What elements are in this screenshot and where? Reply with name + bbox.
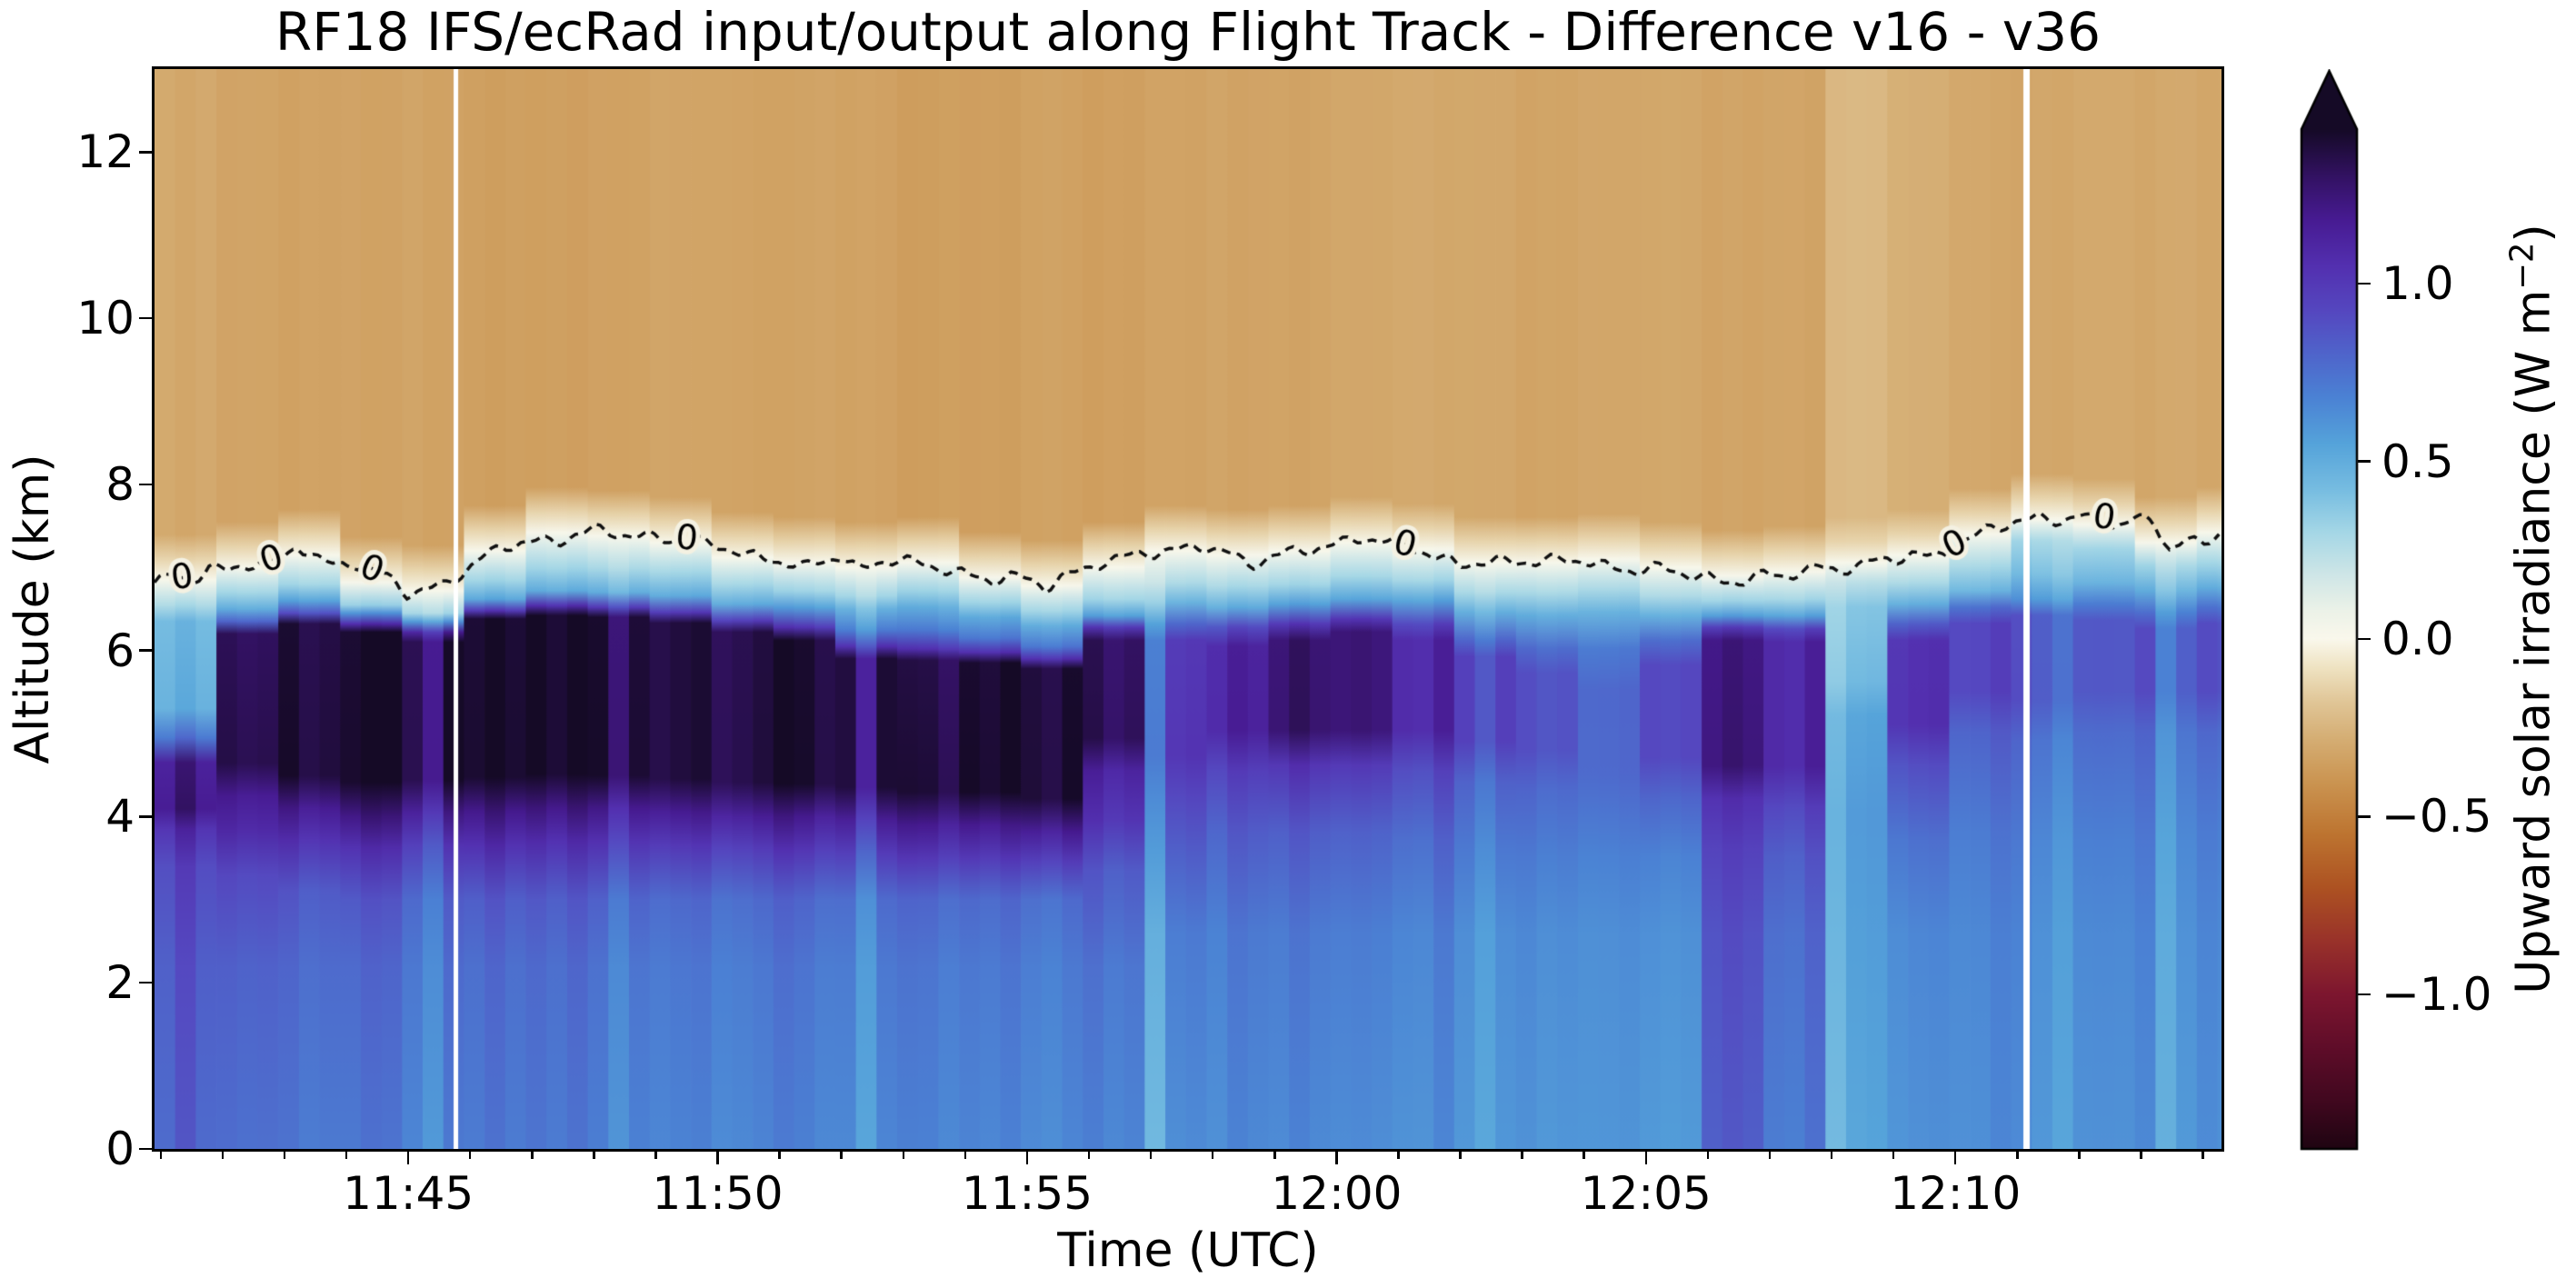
y-tick-label: 0 (105, 1123, 135, 1175)
x-minor-tick (468, 1152, 472, 1159)
x-minor-tick (1830, 1152, 1833, 1159)
x-minor-tick (1087, 1152, 1091, 1159)
colorbar-tick-label: −1.0 (2381, 967, 2492, 1021)
colorbar (2300, 69, 2359, 1151)
x-minor-tick (283, 1152, 286, 1159)
colorbar-tick-label: 1.0 (2381, 257, 2454, 311)
x-minor-tick (1459, 1152, 1462, 1159)
colorbar-tick (2358, 815, 2371, 818)
x-minor-tick (1706, 1152, 1710, 1159)
y-major-tick (139, 649, 152, 652)
x-minor-tick (593, 1152, 595, 1159)
y-tick-label: 12 (76, 125, 135, 179)
plot-frame (152, 66, 2224, 1152)
x-tick-label: 12:00 (1271, 1167, 1403, 1220)
x-major-tick (1025, 1152, 1029, 1164)
y-tick-label: 4 (105, 790, 135, 844)
x-minor-tick (2202, 1152, 2204, 1159)
colorbar-tick (2358, 637, 2371, 641)
x-tick-label: 12:10 (1890, 1167, 2022, 1220)
x-minor-tick (1583, 1152, 1585, 1159)
x-minor-tick (1892, 1152, 1895, 1159)
x-minor-tick (531, 1152, 534, 1159)
x-minor-tick (1521, 1152, 1523, 1159)
colorbar-tick (2358, 282, 2371, 285)
x-minor-tick (902, 1152, 905, 1159)
x-minor-tick (2016, 1152, 2019, 1159)
colorbar-label: Upward solar irradiance (W m−2) (2503, 224, 2561, 993)
colorbar-label-close: ) (2506, 224, 2561, 243)
x-major-tick (406, 1152, 410, 1164)
y-major-tick (139, 815, 152, 818)
colorbar-tick (2358, 460, 2371, 463)
x-minor-tick (1768, 1152, 1772, 1159)
colorbar-tick-label: −0.5 (2381, 790, 2492, 844)
y-major-tick (139, 151, 152, 154)
y-major-tick (139, 1147, 152, 1151)
colorbar-tick-label: 0.0 (2381, 613, 2454, 665)
x-minor-tick (1211, 1152, 1214, 1159)
y-major-tick (139, 981, 152, 984)
x-minor-tick (1397, 1152, 1400, 1159)
y-tick-label: 10 (76, 292, 135, 345)
x-minor-tick (159, 1152, 163, 1159)
y-major-tick (139, 483, 152, 486)
y-tick-label: 8 (105, 457, 135, 511)
x-minor-tick (778, 1152, 781, 1159)
x-tick-label: 11:55 (961, 1167, 1093, 1220)
y-major-tick (139, 316, 152, 320)
x-major-tick (1644, 1152, 1648, 1164)
x-axis-label: Time (UTC) (1057, 1223, 1319, 1278)
y-tick-label: 6 (105, 624, 135, 677)
x-minor-tick (1149, 1152, 1153, 1159)
x-tick-label: 11:50 (652, 1167, 784, 1220)
x-minor-tick (654, 1152, 657, 1159)
colorbar-label-sup: −2 (2503, 242, 2541, 290)
y-tick-label: 2 (105, 956, 135, 1010)
x-major-tick (1953, 1152, 1957, 1164)
x-major-tick (716, 1152, 719, 1164)
x-minor-tick (2140, 1152, 2142, 1159)
heatmap-canvas (155, 69, 2222, 1149)
colorbar-tick (2358, 993, 2371, 996)
chart-title: RF18 IFS/ecRad input/output along Flight… (275, 1, 2102, 63)
x-minor-tick (221, 1152, 225, 1159)
x-minor-tick (344, 1152, 348, 1159)
colorbar-label-text: Upward solar irradiance (W m (2506, 289, 2561, 994)
x-major-tick (1335, 1152, 1338, 1164)
x-minor-tick (840, 1152, 843, 1159)
x-minor-tick (1273, 1152, 1276, 1159)
x-minor-tick (964, 1152, 967, 1159)
y-axis-label: Altitude (km) (5, 454, 60, 764)
x-minor-tick (2078, 1152, 2081, 1159)
x-tick-label: 12:05 (1580, 1167, 1712, 1220)
x-tick-label: 11:45 (343, 1167, 474, 1220)
colorbar-tick-label: 0.5 (2381, 434, 2454, 488)
